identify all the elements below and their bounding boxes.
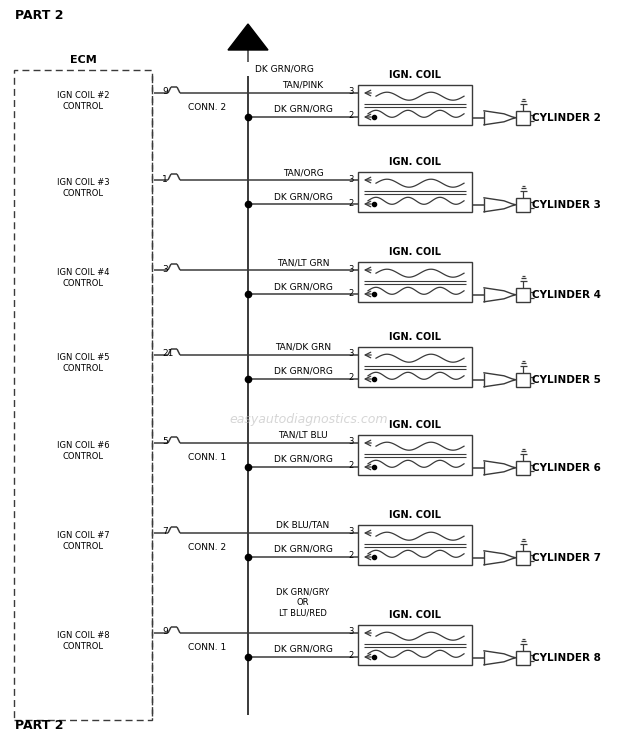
Text: 3: 3 xyxy=(349,175,354,184)
Text: 2: 2 xyxy=(349,461,354,470)
Text: IGN COIL #5
CONTROL: IGN COIL #5 CONTROL xyxy=(57,353,109,373)
Text: DK GRN/ORG: DK GRN/ORG xyxy=(274,105,332,114)
Text: 3: 3 xyxy=(349,88,354,97)
Bar xyxy=(516,550,530,565)
Text: DK GRN/ORG: DK GRN/ORG xyxy=(274,192,332,201)
Text: DK GRN/ORG: DK GRN/ORG xyxy=(255,64,314,73)
Text: 3: 3 xyxy=(349,265,354,274)
Text: 3: 3 xyxy=(349,628,354,637)
Text: 2: 2 xyxy=(349,551,354,560)
Text: 9: 9 xyxy=(162,628,167,637)
Text: 9: 9 xyxy=(162,88,167,97)
Text: CYLINDER 2: CYLINDER 2 xyxy=(532,112,601,123)
Text: TAN/DK GRN: TAN/DK GRN xyxy=(275,343,331,352)
Polygon shape xyxy=(228,24,268,50)
Text: IGN. COIL: IGN. COIL xyxy=(389,157,441,167)
Text: DK GRN/ORG: DK GRN/ORG xyxy=(274,545,332,554)
Text: IGN COIL #8
CONTROL: IGN COIL #8 CONTROL xyxy=(57,632,109,651)
Bar xyxy=(516,651,530,664)
Text: IGN COIL #4
CONTROL: IGN COIL #4 CONTROL xyxy=(57,268,109,288)
Text: IGN COIL #7
CONTROL: IGN COIL #7 CONTROL xyxy=(57,531,109,550)
Text: 2: 2 xyxy=(349,374,354,382)
Text: DK GRN/GRY
OR
LT BLU/RED: DK GRN/GRY OR LT BLU/RED xyxy=(276,587,329,617)
Text: CONN. 1: CONN. 1 xyxy=(188,643,226,652)
Text: PART 2: PART 2 xyxy=(15,719,64,732)
Text: DK GRN/ORG: DK GRN/ORG xyxy=(274,282,332,291)
Text: IGN. COIL: IGN. COIL xyxy=(389,610,441,620)
Text: 2: 2 xyxy=(349,199,354,208)
Text: CYLINDER 6: CYLINDER 6 xyxy=(532,463,601,472)
Text: 21: 21 xyxy=(162,350,174,358)
Bar xyxy=(516,111,530,125)
Text: ECM: ECM xyxy=(70,55,96,65)
Text: TAN/LT BLU: TAN/LT BLU xyxy=(278,431,328,440)
Text: 1: 1 xyxy=(162,175,167,184)
Text: DK GRN/ORG: DK GRN/ORG xyxy=(274,367,332,376)
Text: DK GRN/ORG: DK GRN/ORG xyxy=(274,645,332,654)
Text: IGN. COIL: IGN. COIL xyxy=(389,247,441,257)
Text: IGN. COIL: IGN. COIL xyxy=(389,332,441,342)
Text: IGN. COIL: IGN. COIL xyxy=(389,420,441,430)
Text: A: A xyxy=(243,31,253,44)
Text: DK GRN/ORG: DK GRN/ORG xyxy=(274,455,332,464)
Bar xyxy=(358,435,472,475)
Bar xyxy=(358,172,472,212)
Text: CYLINDER 8: CYLINDER 8 xyxy=(532,652,601,663)
Text: DK BLU/TAN: DK BLU/TAN xyxy=(276,521,329,530)
Text: CYLINDER 4: CYLINDER 4 xyxy=(532,290,601,300)
Text: TAN/LT GRN: TAN/LT GRN xyxy=(277,258,329,267)
Bar xyxy=(516,288,530,302)
Text: TAN/ORG: TAN/ORG xyxy=(282,168,323,177)
Text: CONN. 2: CONN. 2 xyxy=(188,103,226,112)
Bar xyxy=(358,625,472,665)
Text: TAN/PINK: TAN/PINK xyxy=(282,81,324,90)
Bar xyxy=(358,525,472,565)
Bar xyxy=(516,460,530,475)
Text: 3: 3 xyxy=(349,437,354,446)
Bar xyxy=(358,85,472,125)
Text: IGN COIL #6
CONTROL: IGN COIL #6 CONTROL xyxy=(57,441,109,460)
Text: CYLINDER 5: CYLINDER 5 xyxy=(532,375,601,385)
Text: CONN. 2: CONN. 2 xyxy=(188,542,226,551)
Text: 2: 2 xyxy=(349,652,354,661)
Text: IGN. COIL: IGN. COIL xyxy=(389,70,441,80)
Text: CYLINDER 7: CYLINDER 7 xyxy=(532,553,601,562)
Bar xyxy=(358,262,472,302)
Text: IGN COIL #2
CONTROL: IGN COIL #2 CONTROL xyxy=(57,92,109,111)
Bar xyxy=(358,347,472,387)
Text: 3: 3 xyxy=(349,350,354,358)
Bar xyxy=(14,70,152,720)
Text: PART 2: PART 2 xyxy=(15,9,64,22)
Text: IGN COIL #3
CONTROL: IGN COIL #3 CONTROL xyxy=(57,178,109,198)
Text: 2: 2 xyxy=(349,289,354,298)
Bar xyxy=(516,198,530,211)
Text: 3: 3 xyxy=(162,265,167,274)
Text: 2: 2 xyxy=(349,112,354,121)
Text: 3: 3 xyxy=(349,527,354,536)
Text: CONN. 1: CONN. 1 xyxy=(188,452,226,461)
Text: easyautodiagnostics.com: easyautodiagnostics.com xyxy=(230,413,388,427)
Text: 7: 7 xyxy=(162,527,167,536)
Bar xyxy=(516,373,530,387)
Text: IGN. COIL: IGN. COIL xyxy=(389,510,441,520)
Text: CYLINDER 3: CYLINDER 3 xyxy=(532,200,601,210)
Text: 5: 5 xyxy=(162,437,167,446)
